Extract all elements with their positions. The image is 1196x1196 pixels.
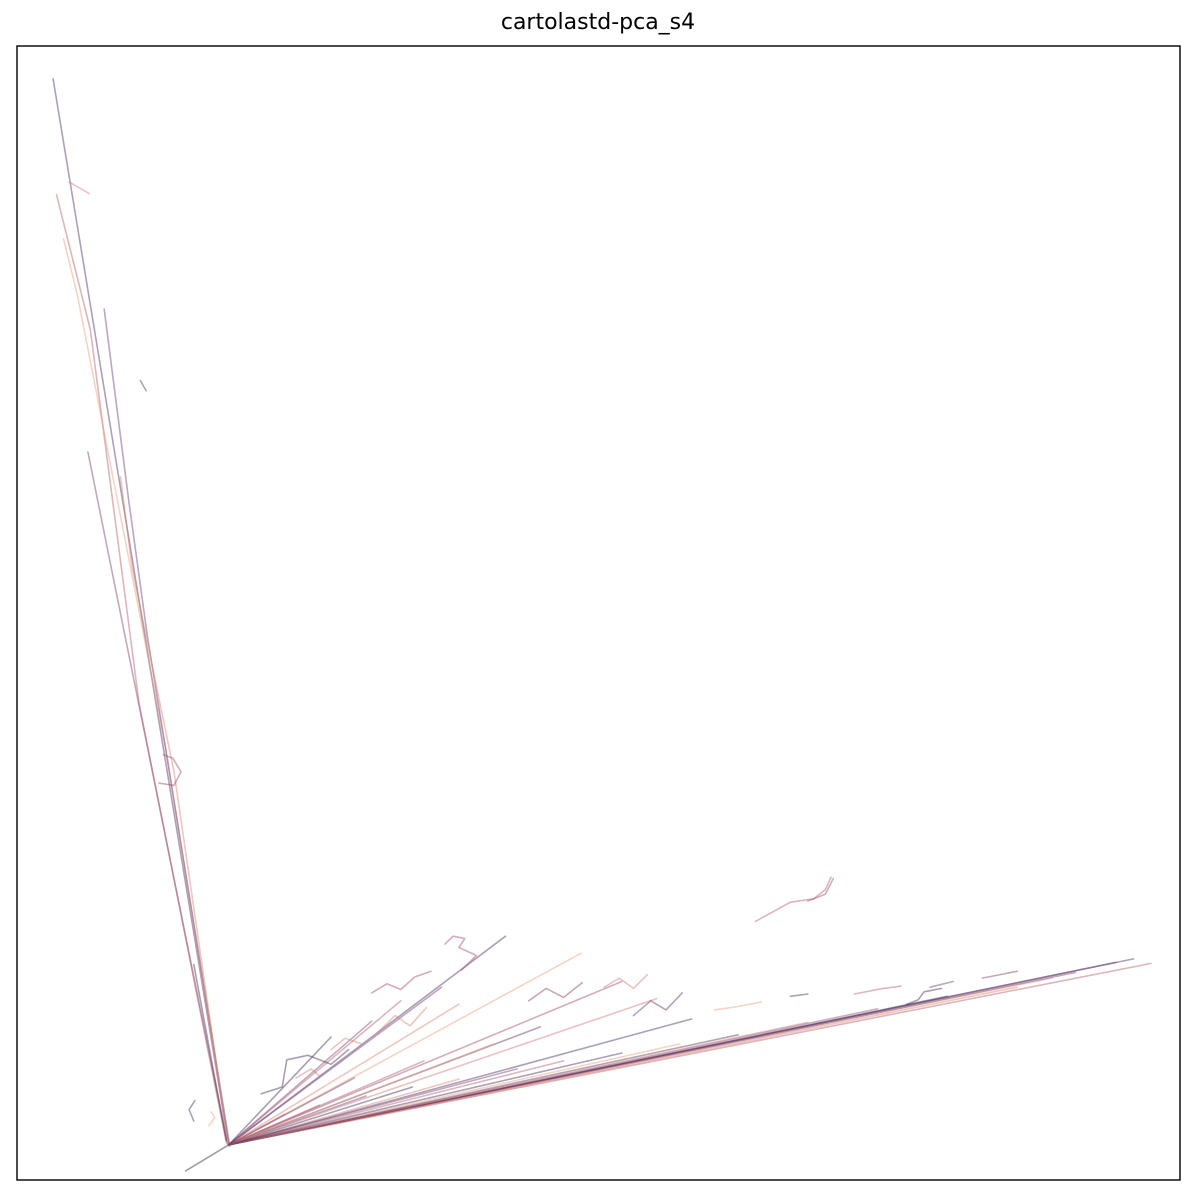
trajectory-line-52: [853, 985, 902, 995]
trajectory-line-14: [227, 977, 1053, 1146]
trajectory-line-7: [158, 753, 182, 787]
trajectory-line-9: [139, 379, 147, 392]
trajectory-line-1: [87, 451, 229, 1145]
trajectory-line-49: [632, 992, 684, 1017]
trajectory-line-54: [981, 970, 1019, 979]
trajectory-line-44: [260, 1048, 350, 1095]
trajectory-line-62: [208, 1111, 216, 1127]
trajectory-line-43: [227, 1077, 356, 1146]
trajectory-line-11: [227, 958, 1135, 1146]
trajectory-line-2: [55, 193, 228, 1144]
trajectory-line-36: [227, 1036, 332, 1146]
trajectory-line-35: [227, 1020, 373, 1146]
trajectory-line-42: [227, 1060, 425, 1146]
trajectory-line-4: [103, 308, 231, 1147]
trajectory-line-3: [62, 238, 230, 1147]
trajectory-line-15: [227, 971, 1077, 1146]
trajectory-line-45: [444, 935, 478, 972]
trajectory-line-10: [184, 1144, 230, 1172]
series-layer: [52, 78, 1152, 1172]
trajectory-line-28: [227, 1104, 321, 1146]
trajectory-line-59: [754, 876, 832, 923]
trajectory-line-41: [227, 1018, 693, 1146]
axes-frame: [16, 45, 1181, 1181]
trajectory-line-13: [227, 961, 1117, 1146]
trajectory-line-60: [806, 877, 835, 902]
trajectory-line-31: [227, 952, 582, 1146]
trajectory-line-55: [905, 987, 943, 1006]
trajectory-line-22: [227, 1052, 623, 1146]
trajectory-line-56: [370, 970, 432, 994]
trajectory-line-25: [227, 1078, 460, 1146]
trajectory-line-29: [227, 1113, 286, 1146]
trajectory-line-5: [119, 476, 229, 1145]
trajectory-line-12: [227, 962, 1152, 1146]
trajectory-line-33: [227, 1003, 460, 1146]
trajectory-line-39: [227, 1026, 542, 1146]
trajectory-line-58: [295, 1068, 321, 1079]
trajectory-line-6: [193, 963, 228, 1142]
trajectory-line-57: [330, 1037, 363, 1051]
trajectory-line-19: [227, 1021, 809, 1146]
trajectory-line-0: [52, 78, 230, 1146]
trajectory-line-27: [227, 1095, 367, 1146]
trajectory-line-61: [188, 1099, 196, 1122]
trajectory-line-53: [929, 980, 955, 989]
trajectory-line-23: [227, 1060, 565, 1146]
trajectory-line-8: [68, 181, 90, 195]
trajectory-line-20: [227, 1034, 739, 1146]
trajectory-line-32: [227, 986, 443, 1146]
trajectory-line-50: [713, 1001, 763, 1011]
trajectory-line-26: [227, 1086, 414, 1146]
trajectory-line-21: [227, 1043, 681, 1146]
trajectory-line-51: [789, 993, 809, 998]
trajectory-line-37: [227, 980, 623, 1146]
trajectory-line-34: [227, 999, 402, 1146]
trajectory-line-16: [227, 986, 1019, 1146]
trajectory-line-38: [227, 997, 658, 1146]
trajectory-line-24: [227, 1068, 518, 1146]
chart-title: cartolastd-pca_s4: [500, 10, 696, 35]
trajectory-line-48: [603, 973, 649, 990]
trajectory-line-18: [227, 1007, 879, 1146]
trajectory-line-46: [376, 1006, 428, 1034]
trajectory-line-40: [227, 1043, 495, 1146]
trajectory-line-17: [227, 995, 949, 1146]
trajectory-line-30: [227, 935, 507, 1146]
trajectory-line-47: [527, 981, 584, 1002]
